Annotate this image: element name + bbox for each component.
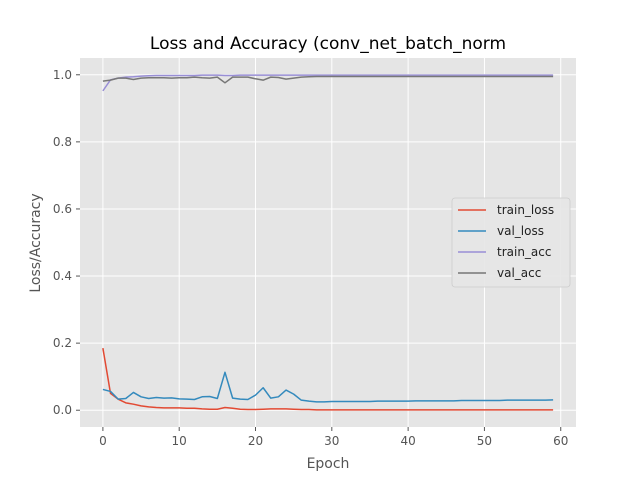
series-line-train-loss (102, 348, 554, 411)
y-tick-label: 0.2 (53, 336, 72, 350)
chart-title: Loss and Accuracy (conv_net_batch_norm (150, 34, 506, 54)
y-axis-ticks: 0.0 0.2 0.4 0.6 0.8 1.0 (53, 68, 80, 417)
legend-box (451, 197, 571, 288)
legend: train_loss val_loss train_acc val_acc (451, 197, 571, 288)
y-tick-label: 0.6 (53, 202, 72, 216)
x-axis-ticks: 0 10 20 30 40 50 60 (99, 427, 568, 448)
x-tick-label: 10 (172, 434, 187, 448)
series-layer (102, 74, 554, 411)
legend-label-val-loss: val_loss (497, 224, 544, 238)
y-tick-label: 0.8 (53, 135, 72, 149)
x-tick-label: 20 (248, 434, 263, 448)
legend-label-train-loss: train_loss (497, 203, 554, 217)
series-line-train-acc (102, 74, 554, 92)
legend-label-val-acc: val_acc (497, 266, 541, 280)
y-axis-label: Loss/Accuracy (28, 193, 44, 292)
x-tick-label: 60 (553, 434, 568, 448)
legend-label-train-acc: train_acc (497, 245, 551, 259)
x-tick-label: 30 (324, 434, 339, 448)
y-tick-label: 1.0 (53, 68, 72, 82)
y-tick-label: 0.4 (53, 269, 72, 283)
series-line-val-loss (102, 371, 554, 403)
series-line-val-acc (102, 75, 554, 84)
x-axis-label: Epoch (307, 456, 350, 472)
x-tick-label: 50 (477, 434, 492, 448)
x-tick-label: 0 (99, 434, 107, 448)
x-tick-label: 40 (400, 434, 415, 448)
y-tick-label: 0.0 (53, 403, 72, 417)
